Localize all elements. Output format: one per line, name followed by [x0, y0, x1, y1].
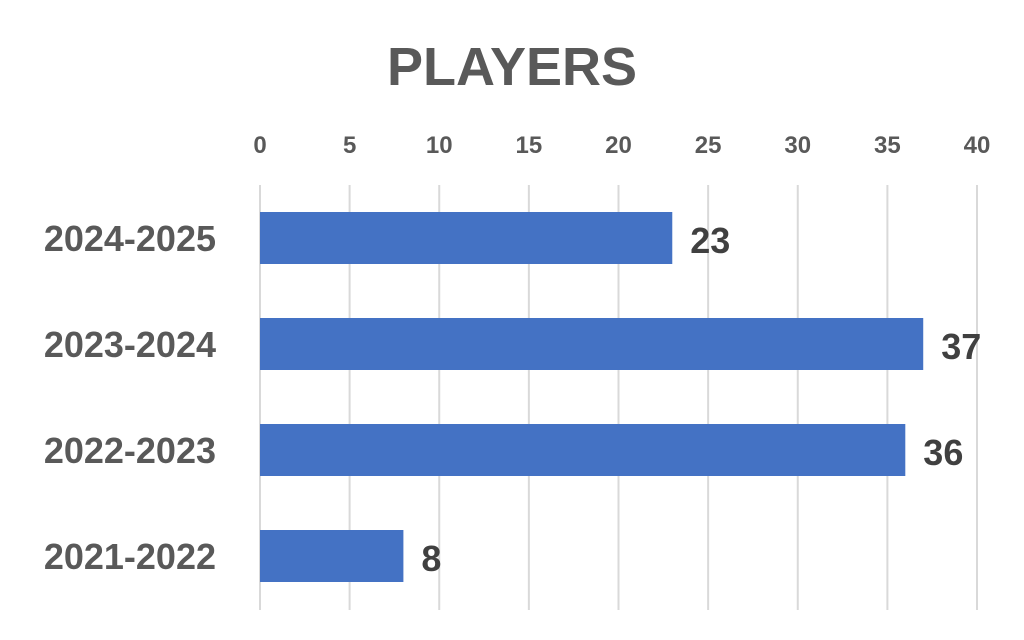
y-category-label: 2021-2022 — [44, 536, 216, 577]
data-label: 8 — [421, 538, 441, 579]
x-tick-label: 30 — [784, 132, 811, 159]
x-tick-label: 5 — [343, 132, 356, 159]
y-category-label: 2023-2024 — [44, 324, 216, 365]
bar — [260, 424, 906, 476]
x-tick-label: 25 — [695, 132, 722, 159]
bar — [260, 530, 404, 582]
y-category-label: 2022-2023 — [44, 430, 216, 471]
y-axis-categories: 2024-2025 2023-2024 2022-2023 2021-2022 — [44, 218, 216, 577]
x-tick-label: 40 — [964, 132, 991, 159]
data-labels: 23 37 36 8 — [421, 220, 981, 579]
y-category-label: 2024-2025 — [44, 218, 216, 259]
data-label: 37 — [941, 326, 981, 367]
x-axis-ticks: 0 5 10 15 20 25 30 35 40 — [253, 132, 990, 159]
x-tick-label: 20 — [605, 132, 632, 159]
x-tick-label: 35 — [874, 132, 901, 159]
bar — [260, 318, 924, 370]
x-tick-label: 10 — [426, 132, 453, 159]
bars — [260, 212, 924, 582]
data-label: 23 — [690, 220, 730, 261]
x-tick-label: 15 — [516, 132, 543, 159]
bar — [260, 212, 673, 264]
data-label: 36 — [923, 432, 963, 473]
chart-title: PLAYERS — [387, 37, 637, 97]
x-tick-label: 0 — [253, 132, 266, 159]
